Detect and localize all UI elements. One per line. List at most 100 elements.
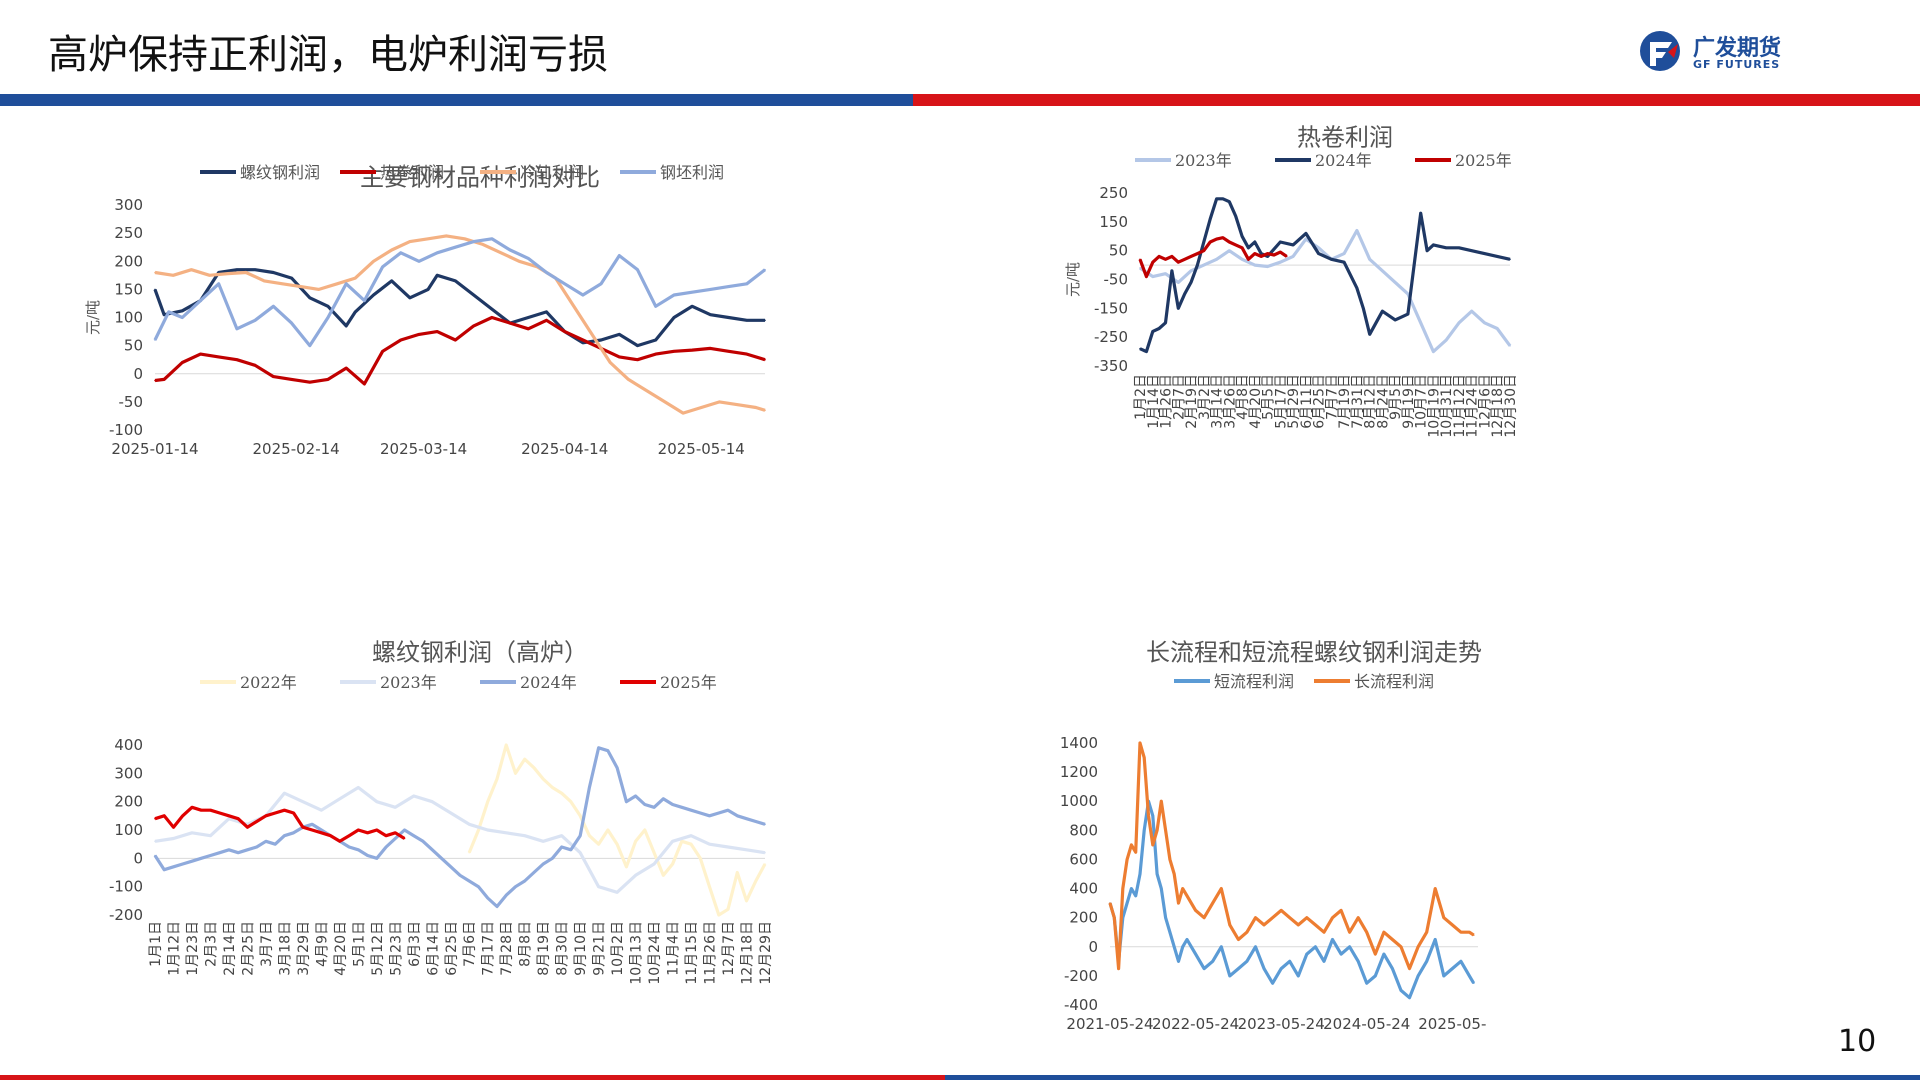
data-point bbox=[1181, 887, 1184, 890]
x-tick-label: 8月30日 bbox=[555, 921, 571, 976]
data-point bbox=[308, 297, 311, 299]
data-point bbox=[431, 800, 434, 803]
data-point bbox=[181, 815, 184, 817]
x-tick-label: 2021-05-24 bbox=[1066, 1015, 1153, 1033]
logo-mark-icon bbox=[1640, 31, 1680, 71]
data-point bbox=[736, 815, 739, 817]
data-point bbox=[274, 843, 276, 845]
data-point bbox=[1260, 255, 1263, 258]
data-point bbox=[1186, 938, 1188, 941]
data-point bbox=[1177, 261, 1180, 263]
data-point bbox=[764, 823, 766, 826]
data-point bbox=[1215, 258, 1218, 261]
data-point bbox=[1228, 241, 1231, 243]
data-point bbox=[1357, 960, 1359, 963]
data-point bbox=[745, 849, 748, 851]
data-point bbox=[1158, 327, 1160, 330]
chart-title: 热卷利润 bbox=[1297, 124, 1393, 152]
data-point bbox=[1190, 270, 1192, 272]
data-point bbox=[1234, 215, 1237, 217]
y-tick-label: 250 bbox=[1099, 184, 1128, 202]
series-line bbox=[1108, 741, 1475, 971]
x-tick-label: 9月5日 bbox=[1388, 374, 1404, 420]
data-point bbox=[514, 885, 517, 888]
x-tick-label: 2月14日 bbox=[222, 921, 238, 976]
data-point bbox=[1496, 327, 1499, 330]
data-point bbox=[209, 809, 212, 811]
data-point bbox=[1425, 960, 1428, 963]
data-point bbox=[1196, 264, 1199, 266]
data-point bbox=[563, 282, 566, 285]
data-point bbox=[1203, 916, 1205, 919]
data-point bbox=[597, 885, 600, 888]
data-point bbox=[717, 914, 720, 916]
data-point bbox=[1130, 887, 1133, 890]
data-point bbox=[1203, 967, 1205, 970]
data-point bbox=[1340, 953, 1342, 955]
data-point bbox=[653, 851, 655, 854]
data-point bbox=[636, 344, 639, 347]
data-point bbox=[690, 834, 692, 837]
data-point bbox=[673, 294, 675, 296]
y-tick-label: 100 bbox=[114, 309, 143, 327]
x-tick-label: 4月20日 bbox=[1248, 374, 1264, 429]
data-point bbox=[190, 268, 193, 271]
data-point bbox=[1160, 800, 1163, 803]
data-point bbox=[709, 313, 712, 316]
data-point bbox=[570, 849, 572, 851]
data-point bbox=[600, 339, 602, 341]
data-point bbox=[1331, 938, 1334, 941]
x-tick-label: 6月14日 bbox=[425, 921, 441, 976]
data-point bbox=[1247, 246, 1250, 249]
data-point bbox=[1317, 252, 1320, 255]
data-point bbox=[509, 249, 511, 251]
data-point bbox=[1374, 953, 1377, 955]
data-point bbox=[1419, 212, 1422, 214]
data-point bbox=[1368, 258, 1371, 261]
data-point bbox=[1285, 255, 1288, 258]
data-point bbox=[1340, 909, 1342, 912]
data-point bbox=[673, 350, 675, 353]
data-point bbox=[181, 863, 184, 865]
data-point bbox=[644, 829, 646, 831]
data-point bbox=[154, 379, 156, 382]
data-point bbox=[283, 809, 286, 811]
data-point bbox=[634, 840, 637, 843]
data-point bbox=[1288, 916, 1291, 919]
data-point bbox=[327, 378, 329, 381]
data-point bbox=[1220, 887, 1223, 890]
data-point bbox=[1305, 238, 1307, 240]
data-point bbox=[1432, 350, 1435, 353]
data-point bbox=[523, 834, 526, 837]
x-tick-label: 7月6日 bbox=[462, 921, 478, 967]
x-tick-label: 10月31日 bbox=[1439, 374, 1455, 438]
data-point bbox=[418, 333, 420, 336]
data-point bbox=[1139, 258, 1141, 261]
data-point bbox=[199, 353, 202, 355]
data-point bbox=[486, 800, 489, 803]
y-tick-label: 800 bbox=[1069, 821, 1098, 839]
data-point bbox=[1365, 982, 1368, 984]
data-point bbox=[1451, 924, 1454, 926]
data-point bbox=[237, 817, 239, 820]
data-point bbox=[1263, 924, 1265, 926]
legend-label: 2022年 bbox=[240, 673, 297, 692]
footer-bar-blue bbox=[945, 1075, 1920, 1080]
data-point bbox=[1470, 249, 1473, 252]
data-point bbox=[662, 874, 665, 877]
gf-futures-logo: 广发期货 GF FUTURES bbox=[1638, 28, 1788, 74]
data-point bbox=[542, 863, 544, 865]
data-point bbox=[1509, 258, 1511, 261]
x-tick-label: 9月19日 bbox=[1401, 374, 1417, 429]
data-point bbox=[533, 871, 535, 874]
data-point bbox=[505, 744, 508, 746]
y-tick-label: 400 bbox=[114, 736, 143, 754]
data-point bbox=[403, 829, 406, 831]
data-point bbox=[357, 829, 360, 831]
data-point bbox=[290, 322, 293, 324]
data-point bbox=[1383, 953, 1385, 955]
data-point bbox=[354, 311, 357, 313]
data-point bbox=[308, 381, 311, 383]
data-point bbox=[717, 812, 720, 814]
